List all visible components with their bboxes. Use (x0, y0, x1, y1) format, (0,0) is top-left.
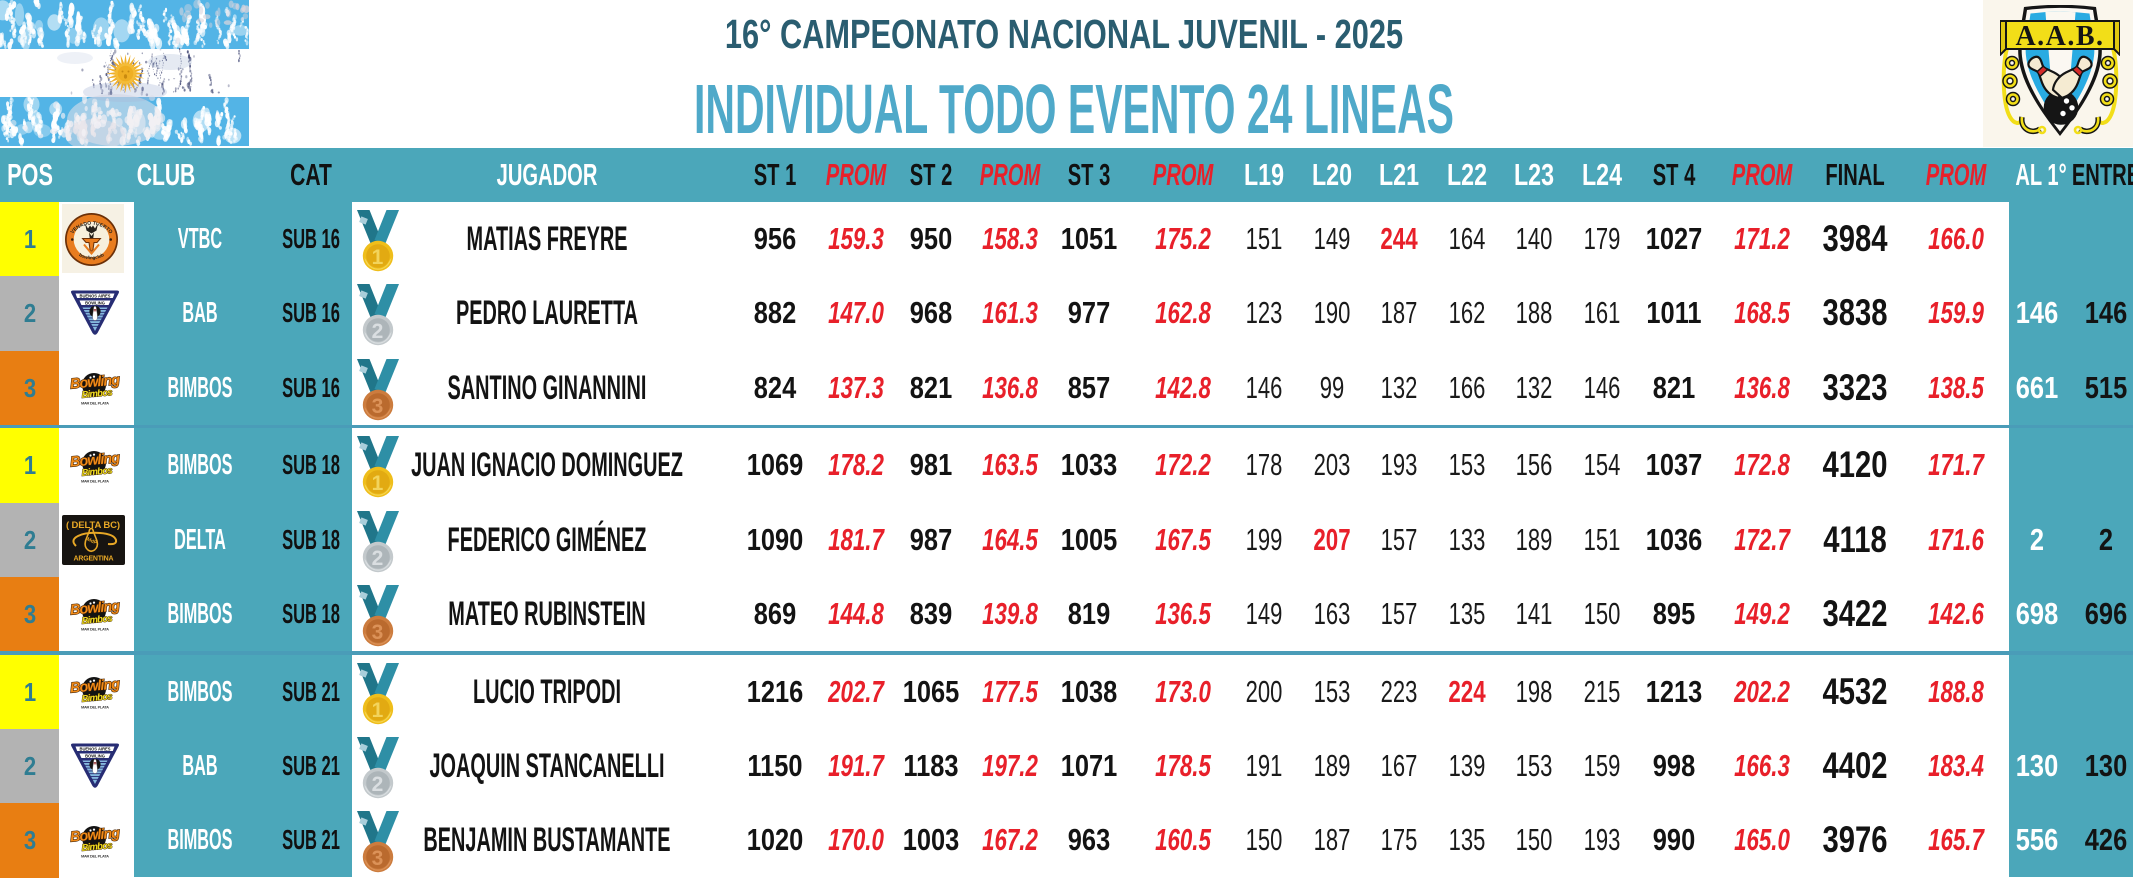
svg-text:2: 2 (372, 547, 384, 570)
svg-text:1: 1 (372, 699, 384, 722)
svg-text:Bowling: Bowling (69, 372, 120, 392)
svg-text:2: 2 (372, 773, 384, 796)
svg-text:1: 1 (372, 246, 384, 269)
svg-text:MAR DEL PLATA: MAR DEL PLATA (81, 627, 109, 632)
svg-text:BOWLING: BOWLING (85, 301, 105, 306)
svg-text:Bimbos: Bimbos (81, 691, 113, 705)
svg-text:bowlingclub: bowlingclub (78, 252, 105, 260)
svg-text:BOWLING: BOWLING (85, 753, 105, 758)
svg-text:( DELTA BC): ( DELTA BC) (66, 520, 120, 531)
svg-text:MAR DEL PLATA: MAR DEL PLATA (81, 478, 109, 483)
svg-text:3: 3 (372, 847, 384, 870)
svg-text:BUENOS AIRES: BUENOS AIRES (79, 294, 110, 299)
svg-text:1: 1 (372, 472, 384, 495)
svg-text:3: 3 (372, 395, 384, 418)
svg-text:Bimbos: Bimbos (81, 840, 113, 854)
svg-text:3: 3 (372, 621, 384, 644)
svg-text:MAR DEL PLATA: MAR DEL PLATA (81, 704, 109, 709)
svg-text:2: 2 (372, 320, 384, 343)
svg-text:Bowling: Bowling (69, 676, 120, 696)
svg-text:A.A.B.: A.A.B. (2015, 21, 2104, 52)
svg-text:MdP: MdP (86, 536, 99, 546)
svg-text:BUENOS AIRES: BUENOS AIRES (79, 746, 110, 751)
svg-text:Bimbos: Bimbos (81, 613, 113, 627)
svg-text:Bowling: Bowling (69, 450, 120, 470)
svg-text:Bowling: Bowling (69, 598, 120, 618)
svg-text:MAR DEL PLATA: MAR DEL PLATA (81, 853, 109, 858)
svg-text:ARGENTINA: ARGENTINA (74, 555, 114, 562)
svg-text:MAR DEL PLATA: MAR DEL PLATA (81, 400, 109, 405)
svg-text:Bimbos: Bimbos (81, 465, 113, 479)
svg-text:Bowling: Bowling (69, 825, 120, 845)
svg-text:Bimbos: Bimbos (81, 387, 113, 401)
